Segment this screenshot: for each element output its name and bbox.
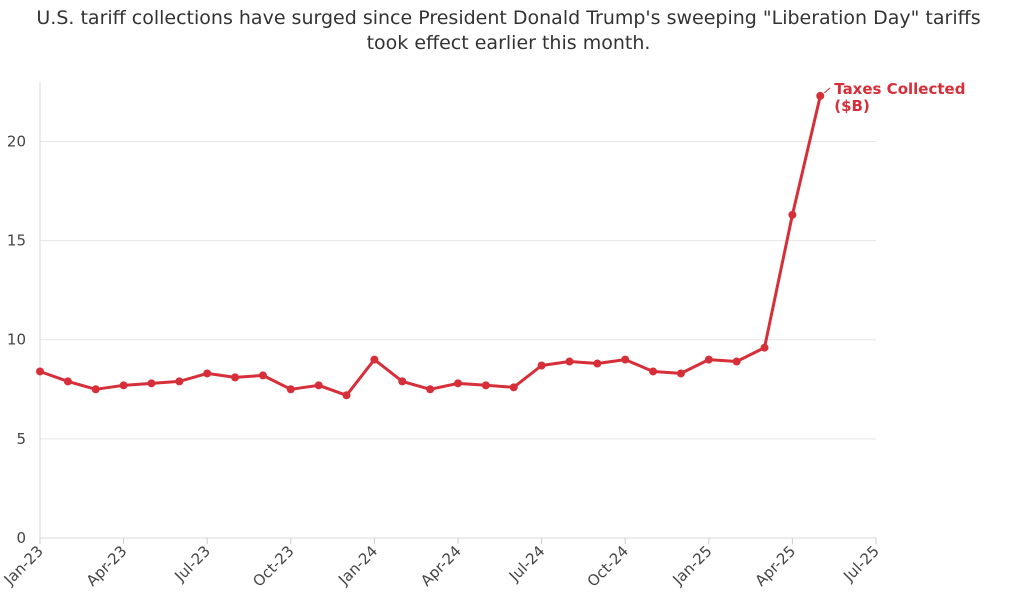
- data-point: Nov-23: 7.7: [314, 381, 323, 390]
- x-tick-label: Oct-23: [249, 542, 297, 590]
- data-point: Aug-24: 8.9: [565, 357, 574, 366]
- x-tick-label: Apr-25: [751, 542, 799, 590]
- chart-title-line-1: U.S. tariff collections have surged sinc…: [36, 7, 981, 29]
- y-tick-label: 20: [7, 132, 26, 150]
- data-point: Sep-23: 8.2: [258, 371, 267, 380]
- data-point: May-23: 7.8: [147, 379, 156, 388]
- data-point: Nov-24: 8.4: [649, 367, 658, 376]
- data-point: Jul-23: 8.3: [203, 369, 212, 378]
- data-point: Jan-24: 9: [370, 355, 379, 364]
- data-point: Jan-25: 9: [704, 355, 713, 364]
- data-point: May-25: 22.3: [816, 91, 825, 100]
- data-point: Mar-23: 7.5: [91, 385, 100, 394]
- data-point: Mar-25: 9.6: [760, 343, 769, 352]
- data-point: Jun-24: 7.6: [509, 383, 518, 392]
- data-point: Feb-24: 7.9: [398, 377, 407, 386]
- x-tick-label: Apr-23: [83, 542, 131, 590]
- data-point: Jul-24: 8.7: [537, 361, 546, 370]
- data-point: Mar-24: 7.5: [426, 385, 435, 394]
- data-point: Dec-23: 7.2: [342, 391, 351, 400]
- x-tick-label: Jul-24: [505, 542, 549, 586]
- data-point: Feb-25: 8.9: [732, 357, 741, 366]
- data-point: Apr-24: 7.8: [454, 379, 462, 388]
- series-label: ($B): [834, 97, 870, 115]
- data-point: Dec-24: 8.3: [676, 369, 685, 378]
- x-tick-label: Apr-24: [417, 542, 465, 590]
- data-point: Oct-23: 7.5: [286, 385, 295, 394]
- series-label: Taxes Collected: [834, 80, 965, 98]
- data-point: May-24: 7.7: [481, 381, 490, 390]
- data-point: Jun-23: 7.9: [175, 377, 184, 386]
- series-label-leader: [823, 87, 831, 94]
- data-point: Feb-23: 7.9: [63, 377, 72, 386]
- series-line: [38, 94, 822, 397]
- data-point: Jan-23: 8.4: [36, 367, 44, 376]
- x-tick-label: Oct-24: [584, 542, 632, 590]
- y-tick-label: 15: [7, 232, 26, 250]
- data-point: Apr-23: 7.7: [119, 381, 128, 390]
- data-point: Apr-25: 16.3: [788, 210, 797, 219]
- x-tick-label: Jan-23: [0, 542, 47, 589]
- data-point: Sep-24: 8.8: [593, 359, 602, 368]
- chart-title-line-2: took effect earlier this month.: [366, 32, 651, 54]
- chart-title: U.S. tariff collections have surged sinc…: [0, 6, 1017, 56]
- y-tick-label: 10: [7, 331, 26, 349]
- x-tick-label: Jul-23: [170, 542, 214, 586]
- data-point: Oct-24: 9: [621, 355, 630, 364]
- y-tick-label: 5: [16, 430, 26, 448]
- x-tick-label: Jul-25: [839, 542, 883, 586]
- y-tick-label: 0: [16, 529, 26, 547]
- x-tick-label: Jan-24: [334, 542, 381, 589]
- x-tick-label: Jan-25: [669, 542, 716, 589]
- data-point: Aug-23: 8.1: [231, 373, 240, 382]
